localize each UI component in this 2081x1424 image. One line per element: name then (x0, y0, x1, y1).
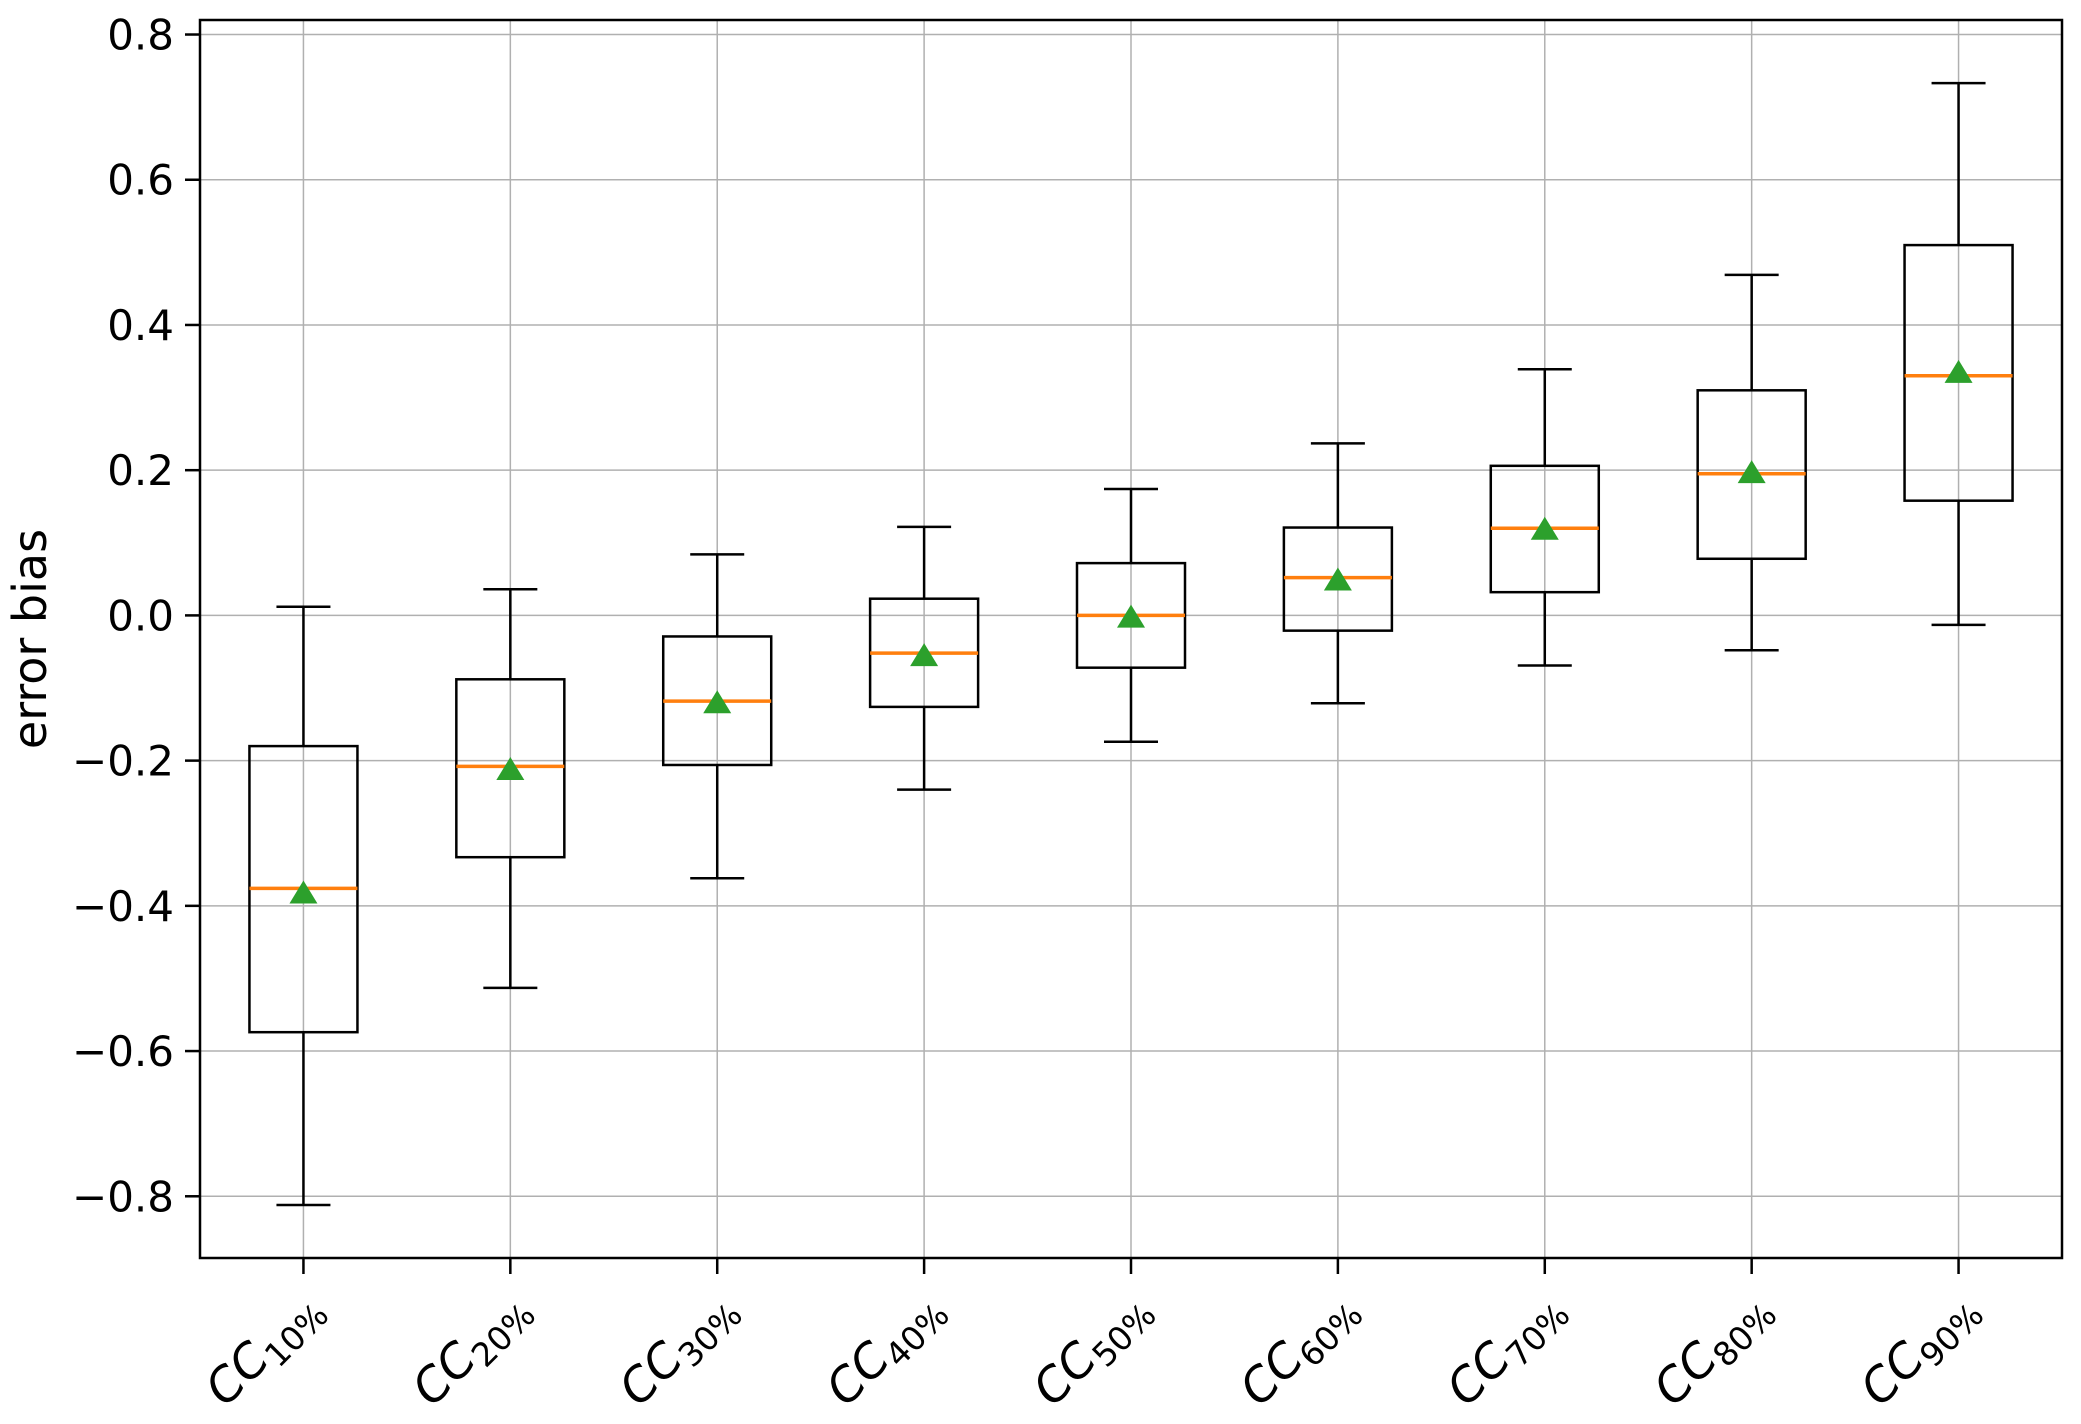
y-tick-label: 0.0 (107, 591, 174, 640)
labels-layer: 0.8 0.6 0.4 0.2 0.0 −0.2 −0.4 −0.6 −0.8 CC10% CC20… (72, 11, 1991, 1421)
x-tick-label: CC20% (402, 1280, 543, 1421)
mean-triangle-marker (1737, 460, 1766, 484)
y-tick-label: −0.2 (72, 737, 174, 786)
x-tick-label: CC90% (1850, 1280, 1991, 1421)
box-group (1282, 442, 1394, 705)
box-group (1075, 487, 1187, 743)
box-group (1489, 368, 1601, 667)
iqr-box (455, 678, 566, 859)
mean-triangle-marker (496, 757, 525, 781)
box-group (661, 553, 773, 880)
x-tick-label: CC60% (1229, 1280, 1370, 1421)
y-tick-label: 0.2 (107, 446, 174, 495)
y-tick-label: 0.6 (107, 156, 174, 205)
boxes-layer (248, 81, 2014, 1207)
mean-triangle-marker (703, 690, 732, 714)
grid-layer (200, 20, 2062, 1258)
mean-triangle-marker (289, 880, 318, 904)
x-tick-label: CC70% (1436, 1280, 1577, 1421)
box-group (455, 588, 566, 990)
mean-triangle-marker (1117, 604, 1145, 628)
x-tick-label: CC50% (1022, 1280, 1163, 1421)
mean-triangle-marker (910, 643, 939, 667)
x-tick-label: CC30% (609, 1280, 750, 1421)
y-tick-label: −0.6 (72, 1027, 174, 1076)
y-tick-label: 0.8 (107, 11, 174, 60)
box-group (868, 525, 980, 791)
mean-triangle-marker (1530, 516, 1559, 540)
y-tick-label: 0.4 (107, 301, 174, 350)
box-group (1903, 81, 2014, 627)
mean-triangle-marker (1323, 567, 1352, 591)
iqr-box (1903, 243, 2014, 502)
x-tick-label: CC10% (195, 1280, 336, 1421)
x-tick-label: CC40% (815, 1280, 956, 1421)
box-group (248, 605, 359, 1207)
y-tick-label: −0.4 (72, 882, 174, 931)
x-tick-label: CC80% (1643, 1280, 1784, 1421)
mean-triangle-marker (1944, 359, 1973, 383)
y-tick-label: −0.8 (72, 1172, 174, 1221)
y-axis-title: error bias (3, 529, 57, 749)
box-group (1696, 273, 1807, 652)
axes-layer (185, 18, 2064, 1274)
